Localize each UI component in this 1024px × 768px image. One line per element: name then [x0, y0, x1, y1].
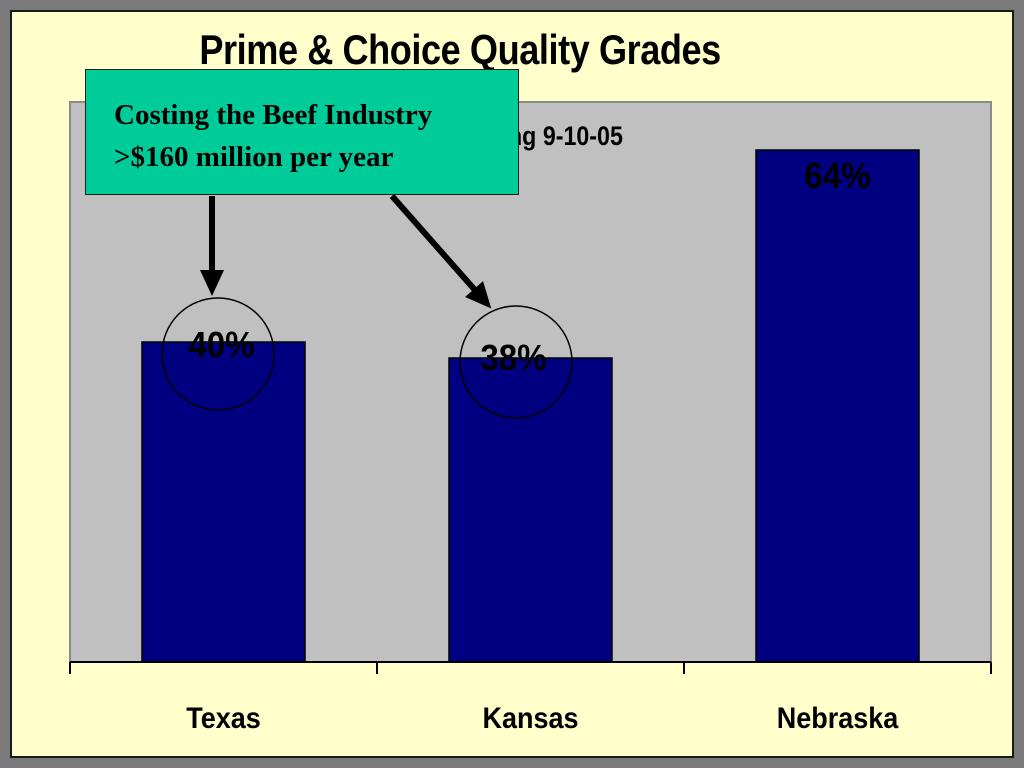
bar-nebraska — [755, 149, 920, 663]
callout-arrow-kansas-head — [465, 281, 492, 309]
highlight-circle — [161, 297, 275, 411]
data-label: 40% — [188, 326, 254, 366]
callout-arrow-kansas — [389, 194, 492, 309]
x-tick-label: Nebraska — [777, 702, 900, 736]
callout-line-1: Costing the Beef Industry — [114, 99, 433, 131]
data-label: 38% — [480, 339, 546, 379]
x-tick-label: Texas — [186, 702, 261, 736]
callout-box: Costing the Beef Industry >$160 million … — [85, 69, 519, 195]
callout-arrow-texas — [200, 196, 224, 296]
bar-texas — [141, 341, 306, 663]
highlight-circle — [459, 305, 573, 419]
data-label: 64% — [804, 157, 870, 197]
callout-arrow-kansas-shaft — [389, 194, 485, 300]
bar-kansas — [448, 357, 613, 663]
callout-line-2: >$160 million per year — [114, 141, 394, 173]
x-tick-label: Kansas — [483, 702, 579, 736]
chart-title: Prime & Choice Quality Grades — [199, 26, 721, 73]
callout-arrow-texas-head — [200, 270, 224, 296]
chart-subtitle-fragment: ng 9-10-05 — [508, 121, 623, 151]
